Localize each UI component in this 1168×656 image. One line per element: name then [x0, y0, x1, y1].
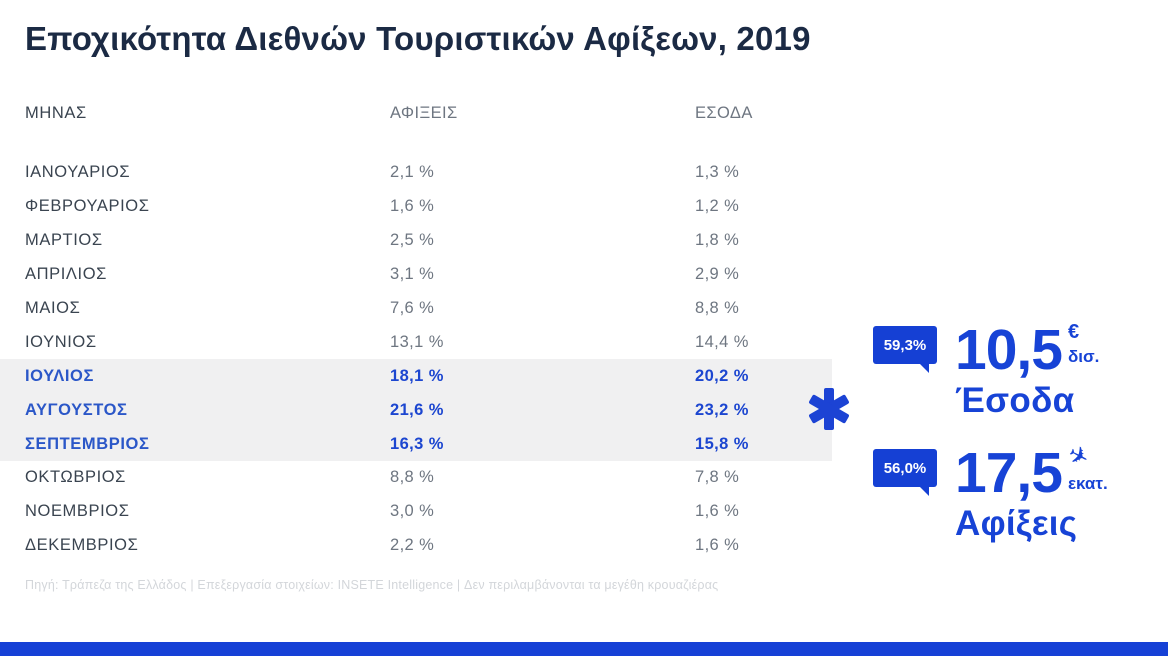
- month-cell: ΟΚΤΩΒΡΙΟΣ: [25, 468, 126, 487]
- revenue-value: 10,5: [955, 318, 1063, 382]
- asterisk-icon: [809, 388, 849, 430]
- source-note: Πηγή: Τράπεζα της Ελλάδος | Επεξεργασία …: [25, 578, 719, 592]
- table-row: ΦΕΒΡΟΥΑΡΙΟΣ 1,6 % 1,2 %: [0, 190, 832, 224]
- airplane-icon: ✈: [1063, 439, 1094, 474]
- revenue-callout: 59,3% 10,5 € δισ. Έσοδα: [873, 322, 1099, 418]
- table-row: ΜΑΙΟΣ 7,6 % 8,8 %: [0, 292, 832, 326]
- column-header-month: ΜΗΝΑΣ: [25, 104, 87, 122]
- revenue-cell: 1,8 %: [695, 231, 740, 250]
- bottom-accent-bar: [0, 642, 1168, 656]
- arrivals-callout: 56,0% 17,5 ✈ εκατ. Αφίξεις: [873, 439, 1108, 543]
- month-cell: ΙΟΥΝΙΟΣ: [25, 332, 97, 351]
- page-title: Εποχικότητα Διεθνών Τουριστικών Αφίξεων,…: [25, 20, 811, 57]
- table-header-row: ΜΗΝΑΣ ΑΦΙΞΕΙΣ ΕΣΟΔΑ: [0, 104, 832, 123]
- revenue-cell: 8,8 %: [695, 299, 740, 317]
- arrivals-cell: 13,1 %: [390, 332, 444, 351]
- euro-icon: €: [1067, 321, 1080, 343]
- table-row: ΑΠΡΙΛΙΟΣ 3,1 % 2,9 %: [0, 258, 832, 292]
- column-header-arrivals: ΑΦΙΞΕΙΣ: [390, 104, 458, 122]
- table-row: ΙΑΝΟΥΑΡΙΟΣ 2,1 % 1,3 %: [0, 156, 832, 190]
- table-row: ΔΕΚΕΜΒΡΙΟΣ 2,2 % 1,6 %: [0, 529, 832, 563]
- arrivals-cell: 2,2 %: [390, 536, 435, 555]
- month-cell: ΦΕΒΡΟΥΑΡΙΟΣ: [25, 197, 150, 216]
- month-cell: ΑΥΓΟΥΣΤΟΣ: [25, 400, 128, 419]
- revenue-cell: 1,6 %: [695, 536, 740, 555]
- month-cell: ΙΑΝΟΥΑΡΙΟΣ: [25, 163, 131, 182]
- revenue-cell: 1,6 %: [695, 502, 740, 521]
- revenue-figure: 10,5 € δισ. Έσοδα: [955, 318, 1100, 420]
- table-row: ΙΟΥΛΙΟΣ 18,1 % 20,2 %: [0, 359, 832, 394]
- revenue-cell: 14,4 %: [695, 332, 749, 351]
- table-row: ΑΥΓΟΥΣΤΟΣ 21,6 % 23,2 %: [0, 393, 832, 428]
- arrivals-cell: 18,1 %: [390, 366, 444, 385]
- revenue-cell: 7,8 %: [695, 468, 740, 487]
- arrivals-cell: 7,6 %: [390, 299, 435, 317]
- revenue-share-badge: 59,3%: [873, 326, 937, 373]
- month-cell: ΙΟΥΛΙΟΣ: [25, 366, 94, 385]
- month-cell: ΝΟΕΜΒΡΙΟΣ: [25, 502, 130, 521]
- arrivals-cell: 2,1 %: [390, 163, 435, 182]
- arrivals-cell: 3,0 %: [390, 502, 435, 521]
- table-row: ΝΟΕΜΒΡΙΟΣ 3,0 % 1,6 %: [0, 495, 832, 529]
- revenue-cell: 1,2 %: [695, 197, 740, 216]
- arrivals-cell: 1,6 %: [390, 197, 435, 216]
- arrivals-cell: 3,1 %: [390, 265, 435, 284]
- arrivals-cell: 2,5 %: [390, 231, 435, 250]
- revenue-cell: 15,8 %: [695, 434, 749, 453]
- column-header-revenue: ΕΣΟΔΑ: [695, 104, 753, 122]
- table-row: ΟΚΤΩΒΡΙΟΣ 8,8 % 7,8 %: [0, 461, 832, 495]
- arrivals-unit: εκατ.: [1067, 474, 1108, 493]
- table-row: ΣΕΠΤΕΜΒΡΙΟΣ 16,3 % 15,8 %: [0, 427, 832, 462]
- revenue-cell: 2,9 %: [695, 265, 740, 284]
- revenue-cell: 1,3 %: [695, 163, 740, 182]
- table-row: ΜΑΡΤΙΟΣ 2,5 % 1,8 %: [0, 224, 832, 258]
- month-cell: ΑΠΡΙΛΙΟΣ: [25, 265, 107, 284]
- revenue-cell: 20,2 %: [695, 366, 749, 385]
- arrivals-cell: 16,3 %: [390, 434, 444, 453]
- month-cell: ΣΕΠΤΕΜΒΡΙΟΣ: [25, 434, 150, 453]
- month-cell: ΜΑΙΟΣ: [25, 299, 81, 317]
- table-row: ΙΟΥΝΙΟΣ 13,1 % 14,4 %: [0, 325, 832, 359]
- arrivals-share-badge: 56,0%: [873, 449, 937, 496]
- revenue-label: Έσοδα: [955, 381, 1075, 420]
- revenue-cell: 23,2 %: [695, 400, 749, 419]
- month-cell: ΜΑΡΤΙΟΣ: [25, 231, 103, 250]
- revenue-unit: δισ.: [1067, 347, 1100, 366]
- month-cell: ΔΕΚΕΜΒΡΙΟΣ: [25, 536, 139, 555]
- table: ΙΑΝΟΥΑΡΙΟΣ 2,1 % 1,3 % ΦΕΒΡΟΥΑΡΙΟΣ 1,6 %…: [0, 156, 832, 563]
- arrivals-figure: 17,5 ✈ εκατ. Αφίξεις: [955, 439, 1108, 543]
- arrivals-value: 17,5: [955, 441, 1063, 505]
- arrivals-cell: 21,6 %: [390, 400, 444, 419]
- arrivals-label: Αφίξεις: [955, 504, 1078, 543]
- arrivals-cell: 8,8 %: [390, 468, 435, 487]
